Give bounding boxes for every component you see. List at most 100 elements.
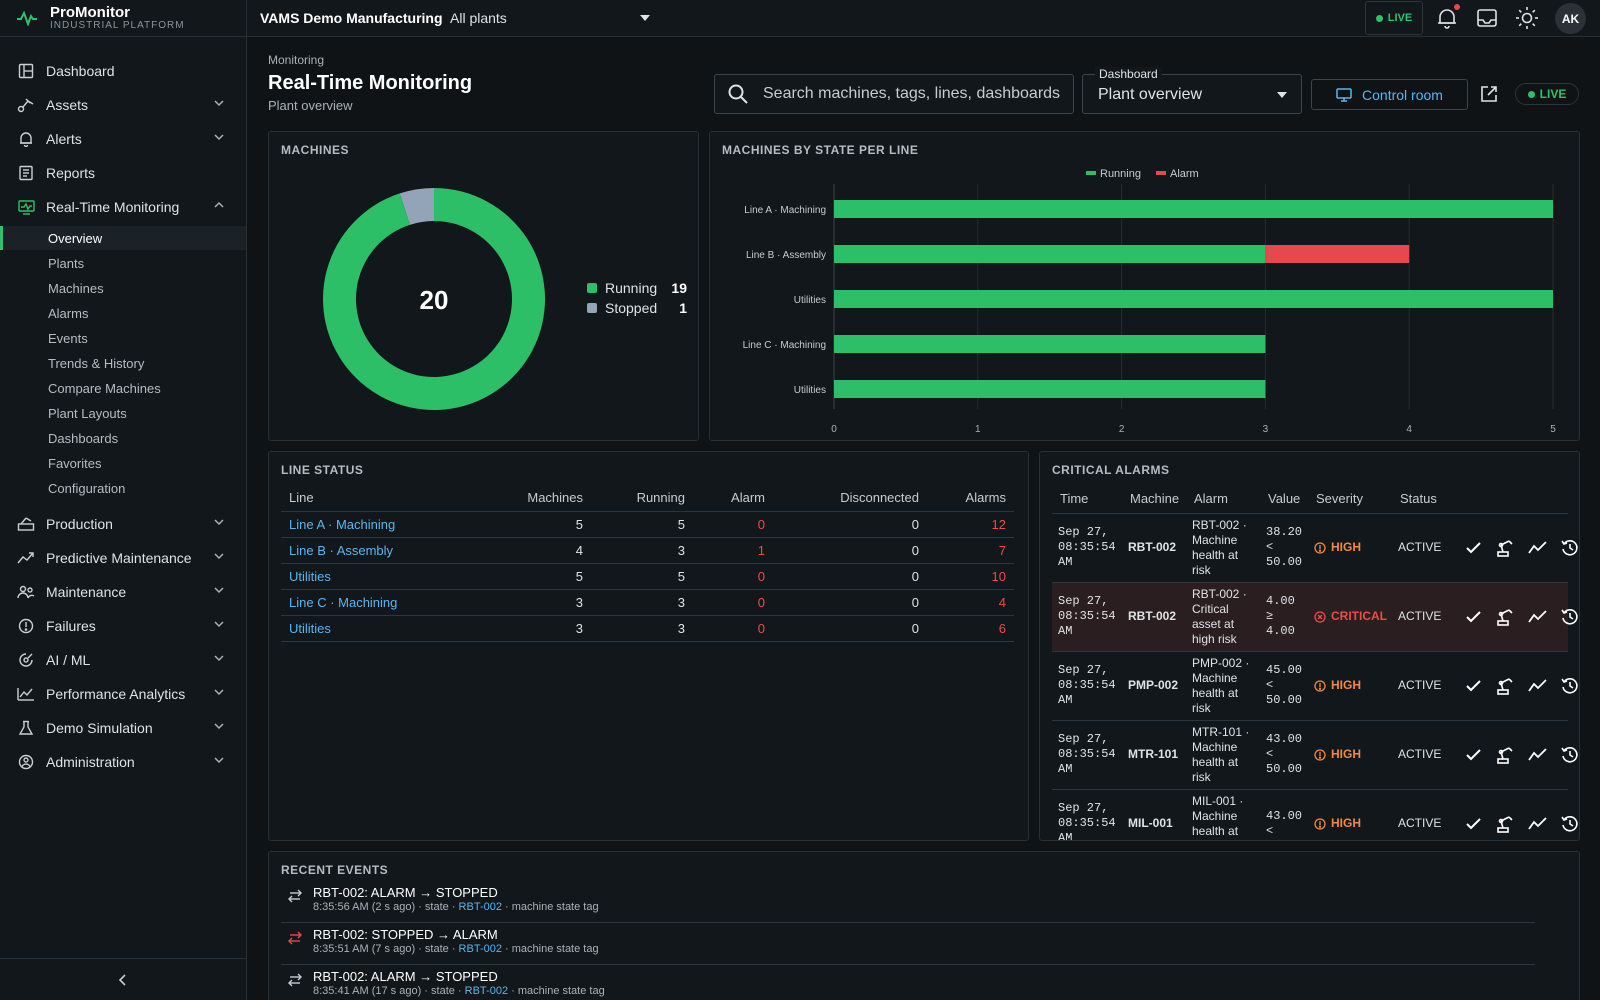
bar-running[interactable] bbox=[834, 245, 1266, 263]
list-item[interactable]: RBT-002: STOPPED → ALARM 8:35:51 AM (7 s … bbox=[281, 923, 1535, 965]
line-link[interactable]: Utilities bbox=[281, 615, 491, 642]
column-header[interactable]: Alarm bbox=[693, 485, 773, 512]
table-row[interactable]: Line B · Assembly 4 3 1 0 7 bbox=[281, 537, 1014, 564]
control-room-button[interactable]: Control room bbox=[1311, 79, 1468, 110]
inbox-button[interactable] bbox=[1475, 6, 1499, 30]
bar-running[interactable] bbox=[834, 380, 1266, 398]
machine-button[interactable] bbox=[1496, 607, 1515, 626]
event-machine-link[interactable]: RBT-002 bbox=[464, 985, 509, 997]
sidebar-item-alerts[interactable]: Alerts bbox=[0, 124, 246, 154]
line-link[interactable]: Line A · Machining bbox=[281, 511, 491, 538]
trend-button[interactable] bbox=[1528, 814, 1547, 833]
breadcrumb[interactable]: Monitoring bbox=[268, 53, 325, 67]
line-link[interactable]: Line C · Machining bbox=[281, 589, 491, 616]
table-row[interactable]: Sep 27, 08:35:54 AM MTR-101 MTR-101 · Mach… bbox=[1052, 720, 1578, 790]
bar-running[interactable] bbox=[834, 290, 1553, 308]
donut-slice-stopped[interactable] bbox=[399, 188, 434, 225]
sidebar-item-administration[interactable]: Administration bbox=[0, 747, 246, 777]
bar-running[interactable] bbox=[834, 335, 1266, 353]
column-header[interactable]: Running bbox=[591, 485, 693, 512]
column-header[interactable]: Severity bbox=[1308, 485, 1392, 514]
acknowledge-button[interactable] bbox=[1464, 814, 1483, 833]
machine-cell[interactable]: RBT-002 bbox=[1122, 582, 1186, 652]
table-row[interactable]: Utilities 5 5 0 0 10 bbox=[281, 563, 1014, 590]
sidebar-subitem-plant-layouts[interactable]: Plant Layouts bbox=[48, 405, 127, 421]
line-link[interactable]: Utilities bbox=[281, 563, 491, 590]
trend-button[interactable] bbox=[1528, 538, 1547, 557]
sidebar-item-reports[interactable]: Reports bbox=[0, 158, 246, 188]
column-header[interactable]: Disconnected bbox=[773, 485, 927, 512]
history-button[interactable] bbox=[1560, 676, 1579, 695]
sidebar-subitem-overview[interactable]: Overview bbox=[0, 226, 246, 250]
column-header[interactable]: Alarm bbox=[1186, 485, 1260, 514]
history-button[interactable] bbox=[1560, 607, 1579, 626]
sidebar-item-failures[interactable]: Failures bbox=[0, 611, 246, 641]
column-header[interactable]: Alarms bbox=[927, 485, 1014, 512]
list-item[interactable]: RBT-002: ALARM → STOPPED 8:35:56 AM (2 s … bbox=[281, 881, 1535, 923]
table-row[interactable]: Sep 27, 08:35:54 AM RBT-002 RBT-002 · Mach… bbox=[1052, 513, 1578, 583]
avatar[interactable]: AK bbox=[1555, 3, 1586, 34]
column-header[interactable]: Machine bbox=[1122, 485, 1186, 514]
column-header[interactable]: Status bbox=[1392, 485, 1458, 514]
sidebar-subitem-machines[interactable]: Machines bbox=[48, 280, 104, 296]
column-header[interactable]: Value bbox=[1260, 485, 1308, 514]
event-machine-link[interactable]: RBT-002 bbox=[458, 901, 502, 913]
sidebar-item-ai-ml[interactable]: AI / ML bbox=[0, 645, 246, 675]
sidebar-item-assets[interactable]: Assets bbox=[0, 90, 246, 120]
sidebar-item-predictive-maintenance[interactable]: Predictive Maintenance bbox=[0, 543, 246, 573]
table-row[interactable]: Sep 27, 08:35:54 AM PMP-002 PMP-002 · Mach… bbox=[1052, 651, 1578, 721]
bar-running[interactable] bbox=[834, 200, 1553, 218]
acknowledge-button[interactable] bbox=[1464, 676, 1483, 695]
sidebar-subitem-favorites[interactable]: Favorites bbox=[48, 455, 102, 471]
acknowledge-button[interactable] bbox=[1464, 745, 1483, 764]
sidebar-item-performance-analytics[interactable]: Performance Analytics bbox=[0, 679, 246, 709]
brand[interactable]: ProMonitor INDUSTRIAL PLATFORM bbox=[0, 0, 246, 37]
open-external-button[interactable] bbox=[1479, 84, 1499, 104]
search-input[interactable] bbox=[763, 85, 1065, 103]
table-row[interactable]: Sep 27, 08:35:54 AM RBT-002 RBT-002 · Crit… bbox=[1052, 582, 1578, 652]
table-row[interactable]: Line C · Machining 3 3 0 0 4 bbox=[281, 589, 1014, 616]
sidebar-subitem-dashboards[interactable]: Dashboards bbox=[48, 430, 119, 446]
sidebar-subitem-events[interactable]: Events bbox=[48, 330, 88, 346]
collapse-sidebar-button[interactable] bbox=[0, 958, 246, 1000]
sidebar-item-real-time-monitoring[interactable]: Real-Time Monitoring bbox=[0, 192, 246, 222]
event-machine-link[interactable]: RBT-002 bbox=[458, 943, 502, 955]
notifications-button[interactable] bbox=[1435, 4, 1460, 30]
sidebar-item-maintenance[interactable]: Maintenance bbox=[0, 577, 246, 607]
machine-button[interactable] bbox=[1496, 538, 1515, 557]
trend-button[interactable] bbox=[1528, 745, 1547, 764]
machine-button[interactable] bbox=[1496, 676, 1515, 695]
machine-cell[interactable]: PMP-002 bbox=[1122, 651, 1186, 721]
history-button[interactable] bbox=[1560, 538, 1579, 557]
trend-button[interactable] bbox=[1528, 607, 1547, 626]
trend-button[interactable] bbox=[1528, 676, 1547, 695]
machine-button[interactable] bbox=[1496, 814, 1515, 833]
table-row[interactable]: Line A · Machining 5 5 0 0 12 bbox=[281, 511, 1014, 538]
line-link[interactable]: Line B · Assembly bbox=[281, 537, 491, 564]
sidebar-subitem-compare-machines[interactable]: Compare Machines bbox=[48, 380, 161, 396]
bar-alarm[interactable] bbox=[1265, 245, 1410, 263]
history-button[interactable] bbox=[1560, 745, 1579, 764]
sidebar-item-demo-simulation[interactable]: Demo Simulation bbox=[0, 713, 246, 743]
sidebar-subitem-plants[interactable]: Plants bbox=[48, 255, 85, 271]
machine-cell[interactable]: RBT-002 bbox=[1122, 513, 1186, 583]
sidebar-subitem-trends-history[interactable]: Trends & History bbox=[48, 355, 145, 371]
history-button[interactable] bbox=[1560, 814, 1579, 833]
dashboard-select[interactable]: Dashboard Plant overview bbox=[1082, 67, 1302, 114]
donut-slice-running[interactable] bbox=[323, 188, 545, 410]
plant-select[interactable]: All plants bbox=[450, 10, 650, 26]
list-item[interactable]: RBT-002: ALARM → STOPPED 8:35:41 AM (17 s… bbox=[281, 965, 1535, 1000]
machine-cell[interactable]: MTR-101 bbox=[1122, 720, 1186, 790]
column-header[interactable]: Machines bbox=[491, 485, 591, 512]
sidebar-item-dashboard[interactable]: Dashboard bbox=[0, 56, 246, 86]
column-header[interactable]: Time bbox=[1052, 485, 1122, 514]
search-box[interactable] bbox=[714, 74, 1074, 114]
table-row[interactable]: Sep 27, 08:35:54 AM MIL-001 MIL-001 · Mach… bbox=[1052, 789, 1578, 840]
column-header[interactable]: Line bbox=[281, 485, 491, 512]
machine-cell[interactable]: MIL-001 bbox=[1122, 789, 1186, 840]
theme-toggle-button[interactable] bbox=[1515, 6, 1539, 30]
sidebar-item-production[interactable]: Production bbox=[0, 509, 246, 539]
acknowledge-button[interactable] bbox=[1464, 607, 1483, 626]
acknowledge-button[interactable] bbox=[1464, 538, 1483, 557]
sidebar-subitem-configuration[interactable]: Configuration bbox=[48, 480, 126, 496]
